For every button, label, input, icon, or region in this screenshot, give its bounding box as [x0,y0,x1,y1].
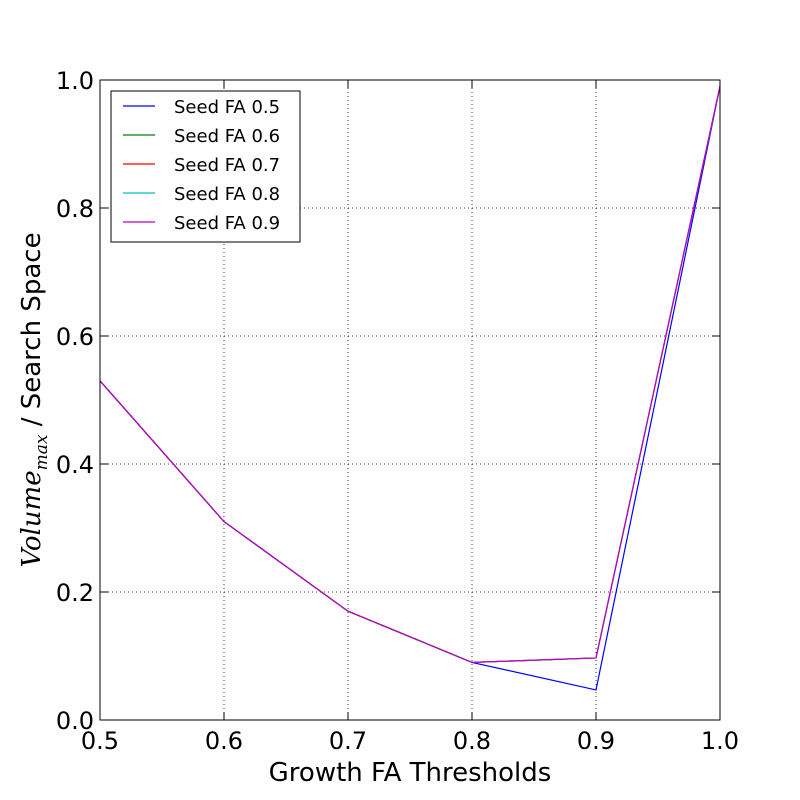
y-tick-label: 1.0 [56,67,94,95]
y-tick-label: 0.4 [56,451,94,479]
legend-entry-label: Seed FA 0.8 [174,184,280,205]
legend-entry-label: Seed FA 0.6 [174,126,280,147]
x-tick-label: 0.6 [205,727,243,755]
x-tick-label: 0.7 [329,727,367,755]
y-axis-label-main: Volume [17,470,47,567]
y-axis-label-rest: / Search Space [17,232,47,434]
legend-entry-label: Seed FA 0.9 [174,213,280,234]
legend-entry-label: Seed FA 0.5 [174,97,280,118]
series-lines [100,86,720,691]
series-line-5 [100,86,720,664]
legend: Seed FA 0.5 Seed FA 0.6 Seed FA 0.7 Seed FA… [110,90,301,243]
y-axis-label: Volumemax / Search Space [17,232,52,567]
y-tick-label: 0.0 [56,707,94,735]
x-axis-label: Growth FA Thresholds [269,758,552,788]
axis-ticks: 0.5 0.6 0.7 0.8 0.9 1.0 0.0 0.2 0.4 0.6 0.8 1.0 [56,67,739,755]
plot-frame [99,79,721,721]
y-tick-label: 0.8 [56,195,94,223]
y-axis-label-subscript: max [32,434,52,470]
y-tick-label: 0.2 [56,579,94,607]
x-tick-label: 0.9 [577,727,615,755]
x-tick-label: 0.5 [81,727,119,755]
x-tick-label: 1.0 [701,727,739,755]
x-tick-label: 0.8 [453,727,491,755]
legend-box [110,90,301,243]
legend-entry-label: Seed FA 0.7 [174,155,280,176]
y-tick-label: 0.6 [56,323,94,351]
